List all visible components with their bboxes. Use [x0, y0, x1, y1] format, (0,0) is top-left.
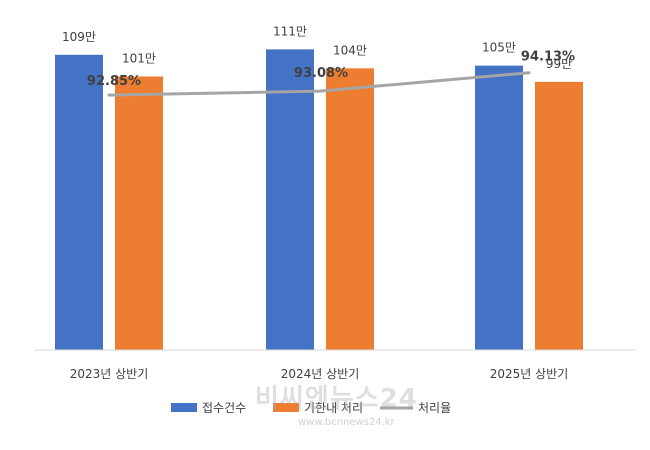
bar-processed-2 — [535, 81, 583, 350]
labels-layer: 109만 111만 105만 101만 104만 99만 92.85% 93.08% 94.13… — [62, 24, 575, 381]
bar-received-1 — [266, 49, 314, 350]
bar-value-label: 99만 — [546, 57, 572, 71]
x-tick-label: 2023년 상반기 — [70, 367, 149, 381]
x-tick-label: 2025년 상반기 — [490, 367, 569, 381]
legend: 접수건수 기한내 처리 처리율 — [171, 401, 451, 415]
line-processing-rate — [107, 71, 531, 97]
bar-value-label: 105만 — [482, 41, 516, 55]
bar-value-label: 101만 — [122, 51, 156, 65]
legend-swatch-1 — [273, 403, 299, 412]
bars-layer — [55, 49, 583, 351]
line-value-label: 92.85% — [87, 74, 141, 89]
legend-label-0: 접수건수 — [202, 401, 246, 415]
bar-value-label: 109만 — [62, 30, 96, 44]
x-tick-label: 2024년 상반기 — [281, 367, 360, 381]
bar-value-label: 104만 — [333, 43, 367, 57]
legend-label-2: 처리율 — [418, 401, 451, 415]
bar-processed-1 — [326, 68, 374, 350]
line-value-label: 93.08% — [294, 66, 348, 81]
bar-processed-0 — [115, 76, 163, 350]
legend-swatch-0 — [171, 403, 197, 412]
line-layer — [107, 71, 531, 97]
bar-value-label: 111만 — [273, 24, 307, 38]
bar-received-2 — [475, 65, 523, 350]
line-value-label: 94.13% — [521, 50, 575, 65]
bar-received-0 — [55, 54, 103, 351]
legend-label-1: 기한내 처리 — [304, 401, 363, 415]
